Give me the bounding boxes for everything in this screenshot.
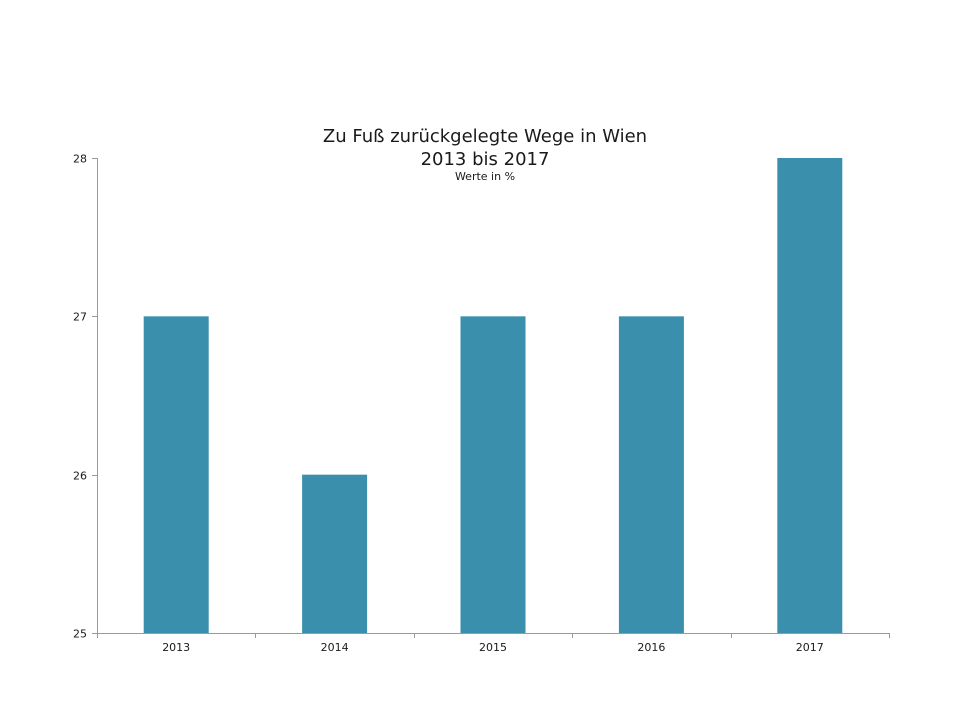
bar-2015 [460,316,526,633]
bars [143,158,843,633]
y-tick-label: 28 [73,153,87,166]
y-tick-label: 26 [73,470,87,483]
x-tick-label: 2013 [162,641,190,654]
axes [92,158,890,638]
bar-2017 [777,158,843,633]
chart-title-line-2: 2013 bis 2017 [421,149,550,170]
bar-2014 [302,474,368,633]
bar-2013 [143,316,209,633]
chart-subtitle: Werte in % [455,170,515,183]
y-tick-label: 27 [73,311,87,324]
x-tick-label: 2015 [479,641,507,654]
tick-labels: 25 26 27 28 2013 2014 2015 2016 2017 [73,153,824,655]
chart-title-line-1: Zu Fuß zurückgelegte Wege in Wien [323,126,647,147]
x-tick-label: 2014 [321,641,349,654]
bar-2016 [618,316,684,633]
x-tick-label: 2016 [637,641,665,654]
y-tick-label: 25 [73,628,87,641]
x-tick-label: 2017 [796,641,824,654]
